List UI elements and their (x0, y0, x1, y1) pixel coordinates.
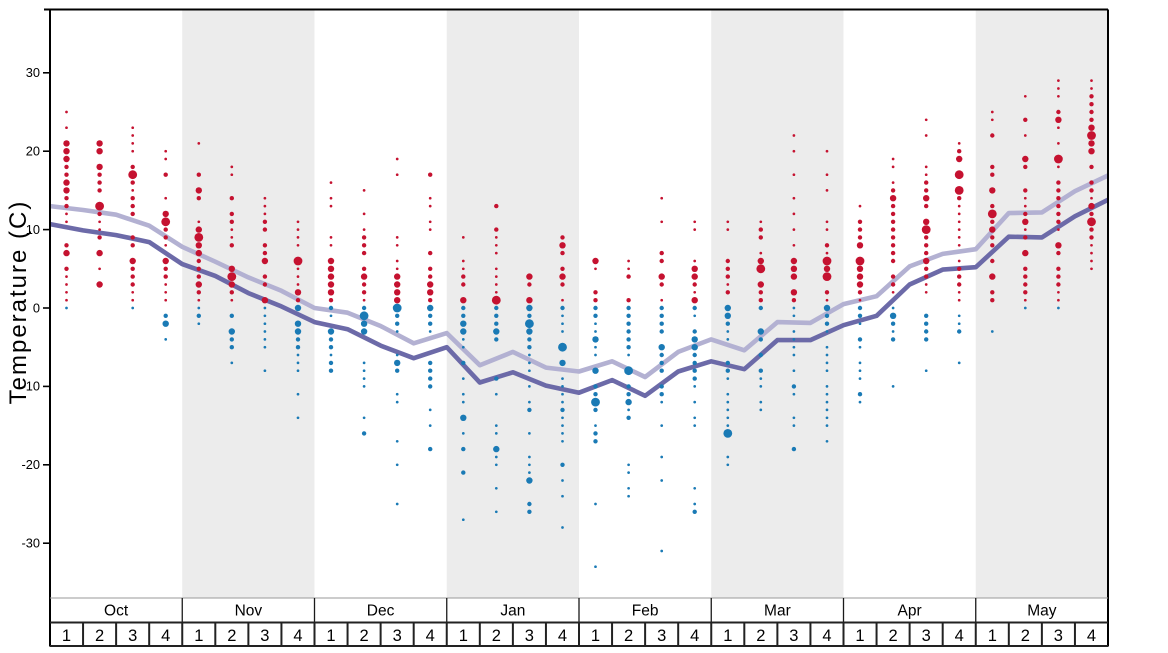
svg-text:4: 4 (426, 627, 435, 645)
svg-text:2: 2 (1021, 627, 1030, 645)
svg-text:3: 3 (789, 627, 798, 645)
svg-text:2: 2 (624, 627, 633, 645)
svg-text:Mar: Mar (764, 603, 791, 620)
svg-text:2: 2 (492, 627, 501, 645)
svg-text:4: 4 (558, 627, 567, 645)
svg-text:Dec: Dec (367, 603, 395, 620)
svg-text:-10: -10 (22, 379, 41, 394)
svg-text:2: 2 (360, 627, 369, 645)
svg-text:4: 4 (161, 627, 170, 645)
svg-text:1: 1 (988, 627, 997, 645)
svg-text:1: 1 (326, 627, 335, 645)
svg-text:3: 3 (1054, 627, 1063, 645)
svg-text:3: 3 (525, 627, 534, 645)
svg-text:Jan: Jan (500, 603, 525, 620)
svg-text:4: 4 (293, 627, 302, 645)
svg-text:-30: -30 (22, 536, 41, 551)
svg-text:4: 4 (955, 627, 964, 645)
svg-text:4: 4 (822, 627, 831, 645)
svg-text:1: 1 (591, 627, 600, 645)
svg-text:10: 10 (26, 222, 40, 237)
svg-text:1: 1 (855, 627, 864, 645)
svg-text:3: 3 (393, 627, 402, 645)
svg-text:3: 3 (260, 627, 269, 645)
svg-text:3: 3 (922, 627, 931, 645)
svg-text:1: 1 (194, 627, 203, 645)
svg-text:Temperature (C): Temperature (C) (5, 200, 32, 405)
svg-text:May: May (1027, 603, 1057, 620)
svg-text:Feb: Feb (632, 603, 659, 620)
svg-text:Apr: Apr (898, 603, 922, 620)
svg-text:1: 1 (62, 627, 71, 645)
svg-text:Nov: Nov (235, 603, 263, 620)
svg-text:3: 3 (128, 627, 137, 645)
svg-text:2: 2 (756, 627, 765, 645)
svg-text:30: 30 (26, 65, 40, 80)
svg-text:4: 4 (690, 627, 699, 645)
svg-text:2: 2 (889, 627, 898, 645)
svg-text:1: 1 (723, 627, 732, 645)
svg-text:-20: -20 (22, 457, 41, 472)
svg-text:1: 1 (459, 627, 468, 645)
svg-text:20: 20 (26, 144, 40, 159)
svg-text:Oct: Oct (104, 603, 129, 620)
svg-text:0: 0 (33, 300, 40, 315)
svg-text:2: 2 (227, 627, 236, 645)
svg-text:4: 4 (1087, 627, 1096, 645)
svg-text:3: 3 (657, 627, 666, 645)
svg-text:2: 2 (95, 627, 104, 645)
